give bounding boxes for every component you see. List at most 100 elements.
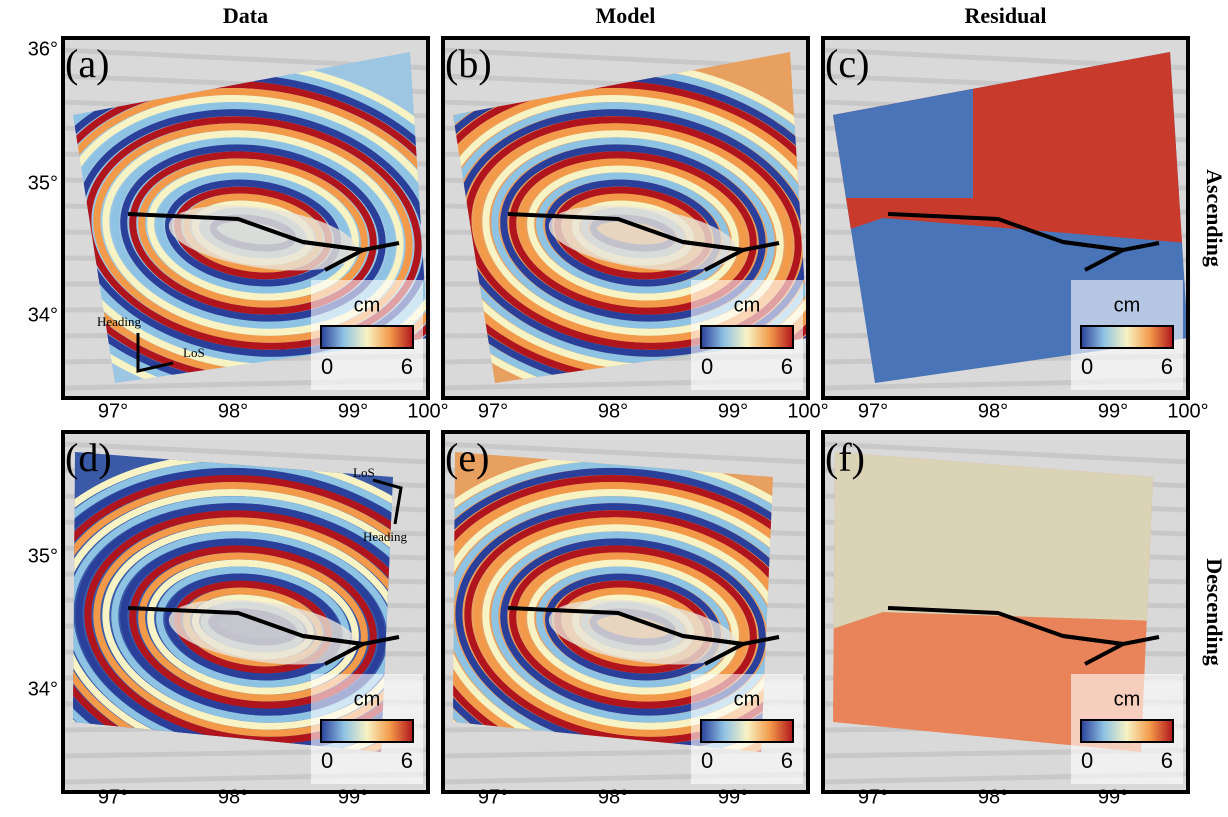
y-tick-label: 35° [28,172,58,194]
x-tick-label: 99° [338,786,368,808]
colorbar-unit: cm [1114,294,1141,316]
x-tick-label: 99° [718,786,748,808]
map-panel: (c) cm 0 6 97° 98° 99° 100° [821,36,1209,422]
fringe [464,116,802,350]
fault-branch [1062,634,1130,666]
x-tick-label: 98° [598,786,628,808]
fringe [102,130,404,336]
colorbar-ramp [700,325,794,349]
fringe [73,73,428,383]
panel-label: (c) [825,41,869,86]
map-panel: (e) cm 0 6 97° 98° 99° [441,430,810,808]
y-tick-label: 34° [28,678,58,700]
colorbar-min: 0 [1081,354,1093,379]
fringe [111,137,395,329]
fringe [453,95,808,371]
fringe [93,123,413,343]
fringe [453,73,808,383]
fringe [120,538,386,716]
fringe [84,510,393,744]
fringe [491,137,775,329]
panel-label: (f) [825,435,865,480]
colorbar: cm 0 6 [311,674,423,784]
column-title: Model [596,3,656,28]
arrow [372,478,403,525]
los-label: LoS [183,345,205,360]
fringe [73,467,393,752]
fringe [453,482,773,752]
colorbar-ramp [700,719,794,743]
near-field [168,205,358,271]
frame [441,430,810,794]
colorbar-max: 6 [1161,354,1173,379]
near-field [168,599,358,665]
column-title: Data [223,3,268,28]
fringe [464,510,773,744]
near-field [548,205,738,271]
fringe [473,517,773,737]
terrain-texture [442,441,809,465]
fringe [500,538,766,716]
panel-label: (b) [445,41,492,86]
colorbar-min: 0 [701,748,713,773]
frame [821,36,1190,400]
colorbar-max: 6 [1161,748,1173,773]
colorbar-ramp [320,719,414,743]
colorbar-max: 6 [401,354,413,379]
map-panel: (b) cm 0 6 97° 98° 99° 100° [441,36,829,422]
heading-label: Heading [97,314,142,329]
x-tick-label: 97° [98,400,128,422]
arrow [136,333,174,373]
x-tick-label: 100° [787,400,828,422]
heading-label: Heading [363,529,408,544]
x-tick-label: 97° [478,400,508,422]
x-tick-label: 98° [978,400,1008,422]
colorbar-max: 6 [781,748,793,773]
fringe [453,489,773,752]
x-tick-label: 98° [218,786,248,808]
x-tick-label: 98° [218,400,248,422]
map-panel: (d) cm 0 6 97° 98° 99° LoS Heading [61,430,430,808]
fringe [73,95,428,371]
colorbar-unit: cm [734,294,761,316]
x-tick-label: 100° [407,400,448,422]
colorbar-min: 0 [1081,748,1093,773]
colorbar-max: 6 [781,354,793,379]
colorbar: cm 0 6 [311,280,423,390]
colorbar-unit: cm [354,294,381,316]
colorbar-ramp [1080,719,1174,743]
x-tick-label: 99° [1098,400,1128,422]
fringe [102,524,393,730]
near-field [548,599,738,665]
fringe [73,482,393,752]
panel-label: (d) [65,435,112,480]
fringe [120,144,386,322]
frame [61,430,430,794]
colorbar: cm 0 6 [691,674,803,784]
fringe [73,489,393,752]
x-tick-label: 99° [1098,786,1128,808]
x-tick-label: 97° [858,400,888,422]
fault-branch [682,634,750,666]
x-tick-label: 99° [338,400,368,422]
terrain-texture [62,441,429,465]
scene-half [833,452,1153,632]
fault-branch [682,240,750,272]
fringe [93,517,393,737]
column-title: Residual [965,3,1047,28]
frame [441,36,810,400]
los-label: LoS [353,465,375,480]
map-panel: (a) cm 0 6 97° 98° 99° 100° Heading LoS [61,36,449,422]
fringe [453,474,773,752]
frame [821,430,1190,794]
colorbar-unit: cm [1114,688,1141,710]
colorbar: cm 0 6 [1071,674,1183,784]
map-panel: (f) cm 0 6 97° 98° 99° [821,430,1190,808]
y-tick-label: 36° [28,38,58,60]
y-tick-label: 35° [28,545,58,567]
row-label: Ascending [1202,169,1227,267]
x-tick-label: 98° [598,400,628,422]
colorbar-ramp [320,325,414,349]
look-arrows: Heading LoS [97,314,205,373]
